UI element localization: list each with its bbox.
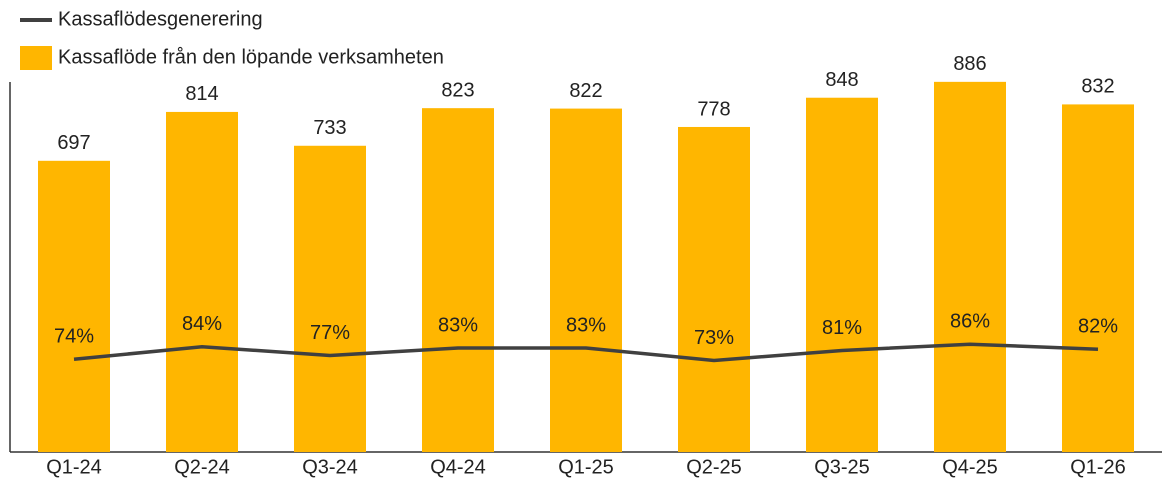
data-label: 83% (566, 314, 606, 336)
data-label: 86% (950, 310, 990, 332)
data-label: 832 (1081, 76, 1114, 98)
bar (806, 97, 878, 453)
legend-label: Kassaflödesgenerering (58, 8, 263, 30)
legend-label: Kassaflöde från den löpande verksamheten (58, 46, 444, 68)
bar (422, 108, 494, 453)
x-tick-label: Q2-24 (174, 456, 230, 478)
bar (1062, 104, 1134, 453)
x-tick-label: Q1-24 (46, 456, 102, 478)
x-tick-label: Q3-24 (302, 456, 358, 478)
data-label: 83% (438, 314, 478, 336)
data-label: 733 (313, 117, 346, 139)
data-label: 823 (441, 79, 474, 101)
data-label: 73% (694, 327, 734, 349)
bar (294, 145, 366, 452)
line (73, 342, 1099, 363)
data-label: 886 (953, 53, 986, 75)
x-tick-label: Q1-25 (558, 456, 614, 478)
bar (934, 81, 1006, 453)
bar (166, 111, 238, 452)
x-tick-label: Q4-24 (430, 456, 486, 478)
x-tick-label: Q4-25 (942, 456, 998, 478)
data-label: 848 (825, 69, 858, 91)
bar (38, 160, 110, 452)
data-label: 81% (822, 317, 862, 339)
bar (550, 108, 622, 452)
x-tick-label: Q1-26 (1070, 456, 1126, 478)
data-label: 814 (185, 83, 218, 105)
data-label: 84% (182, 313, 222, 335)
x-tick-label: Q2-25 (686, 456, 742, 478)
data-label: 697 (57, 132, 90, 154)
bar (678, 126, 750, 453)
x-tick-label: Q3-25 (814, 456, 870, 478)
legend-swatch (20, 46, 52, 70)
data-label: 82% (1078, 316, 1118, 338)
data-label: 77% (310, 322, 350, 344)
data-label: 74% (54, 326, 94, 348)
data-label: 778 (697, 98, 730, 120)
data-label: 822 (569, 80, 602, 102)
